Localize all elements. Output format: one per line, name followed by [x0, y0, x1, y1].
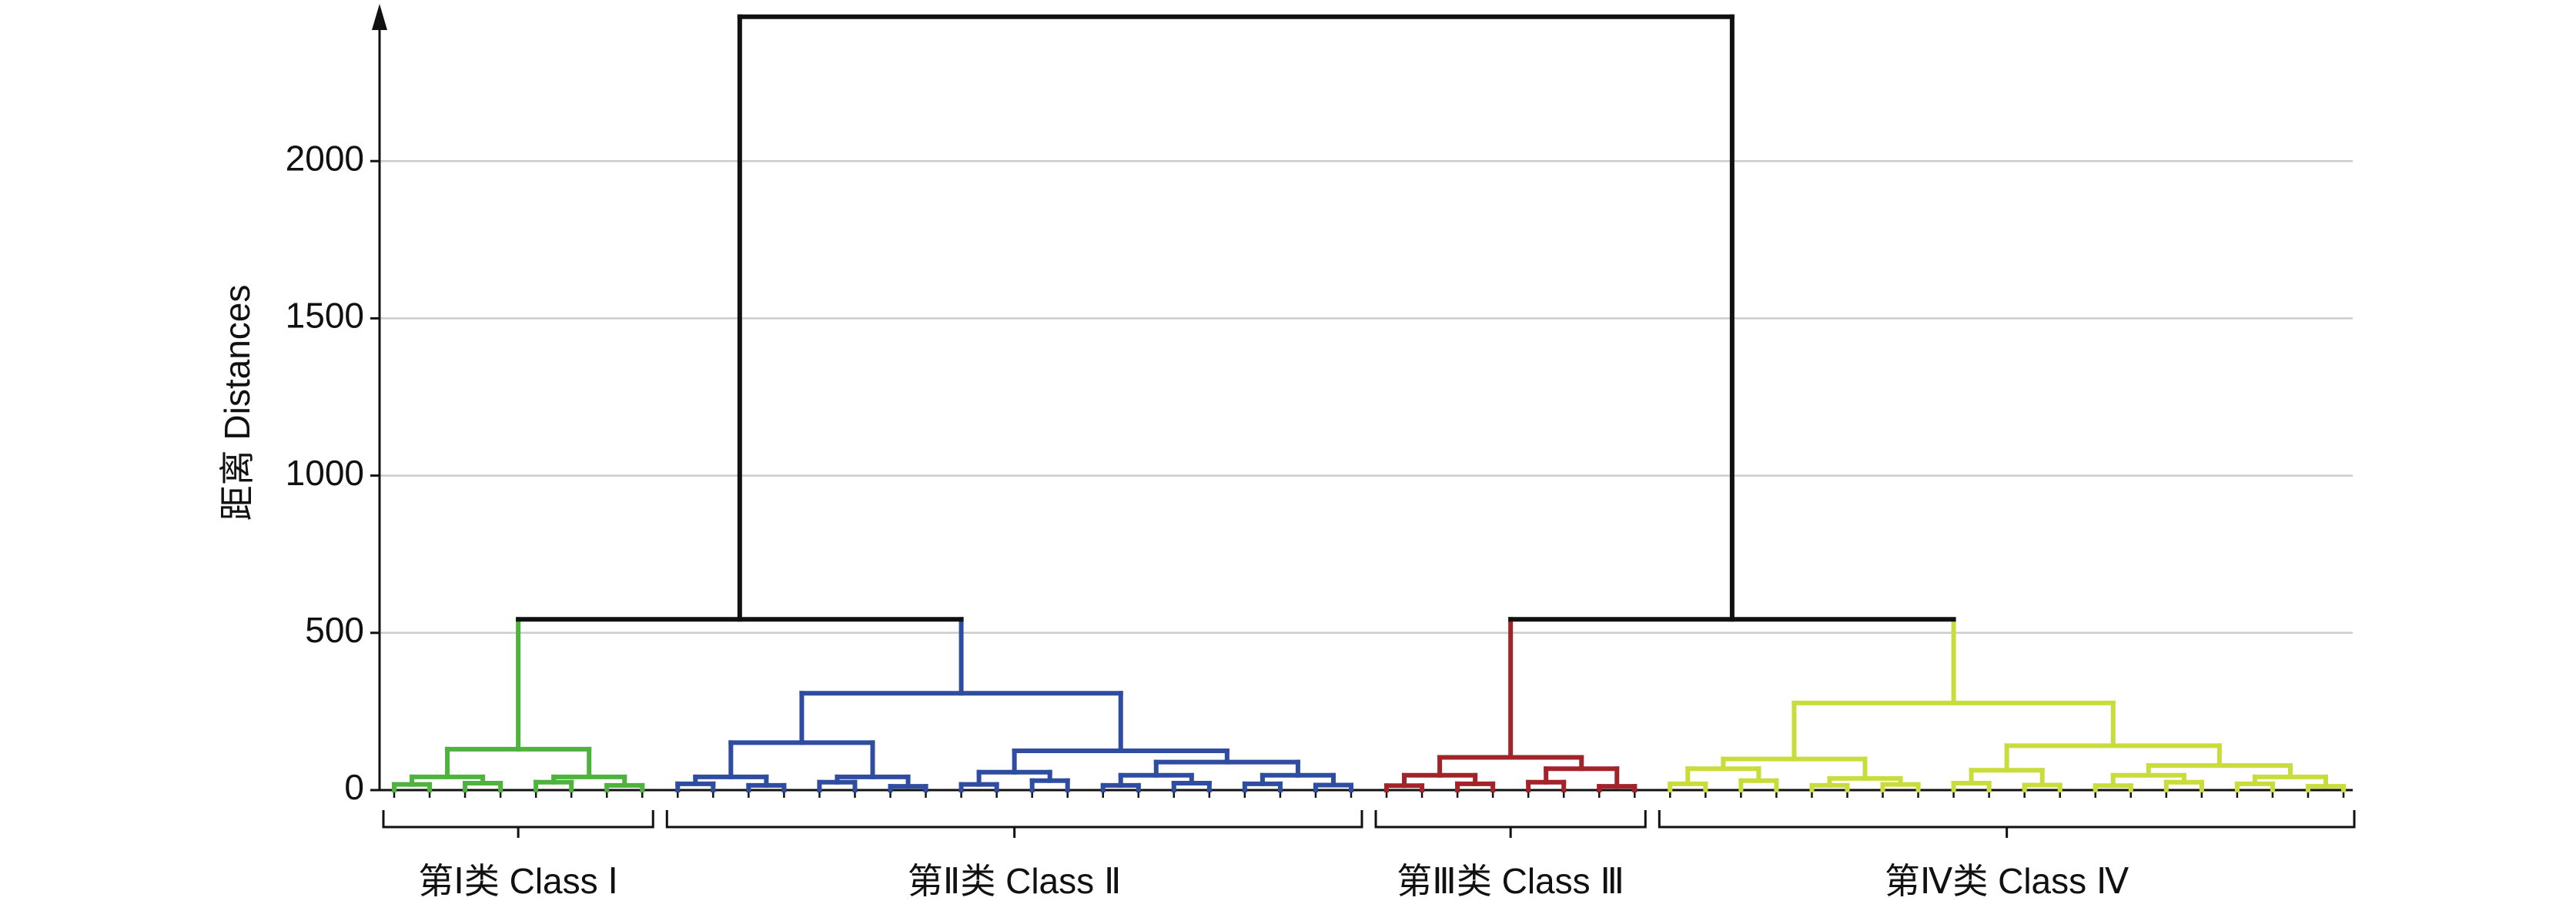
- cluster-bracket: [665, 810, 1363, 838]
- cluster-label: 第Ⅰ类 Class Ⅰ: [418, 861, 618, 901]
- cluster-bracket: [1374, 810, 1647, 838]
- cluster-label: 第Ⅲ类 Class Ⅲ: [1397, 861, 1624, 901]
- cluster-label: 第Ⅳ类 Class Ⅳ: [1885, 861, 2129, 901]
- y-tick-label: 500: [305, 610, 364, 650]
- y-tick-label: 1500: [286, 296, 364, 336]
- cluster-bracket: [1658, 810, 2356, 838]
- y-tick-label: 1000: [286, 453, 364, 493]
- y-tick-label: 0: [344, 767, 364, 807]
- y-tick-label: 2000: [286, 138, 364, 178]
- y-axis-arrow: [372, 4, 387, 30]
- cluster-bracket: [382, 810, 654, 838]
- cluster-label: 第Ⅱ类 Class Ⅱ: [908, 861, 1122, 901]
- y-axis-label: 距离 Distances: [217, 285, 257, 521]
